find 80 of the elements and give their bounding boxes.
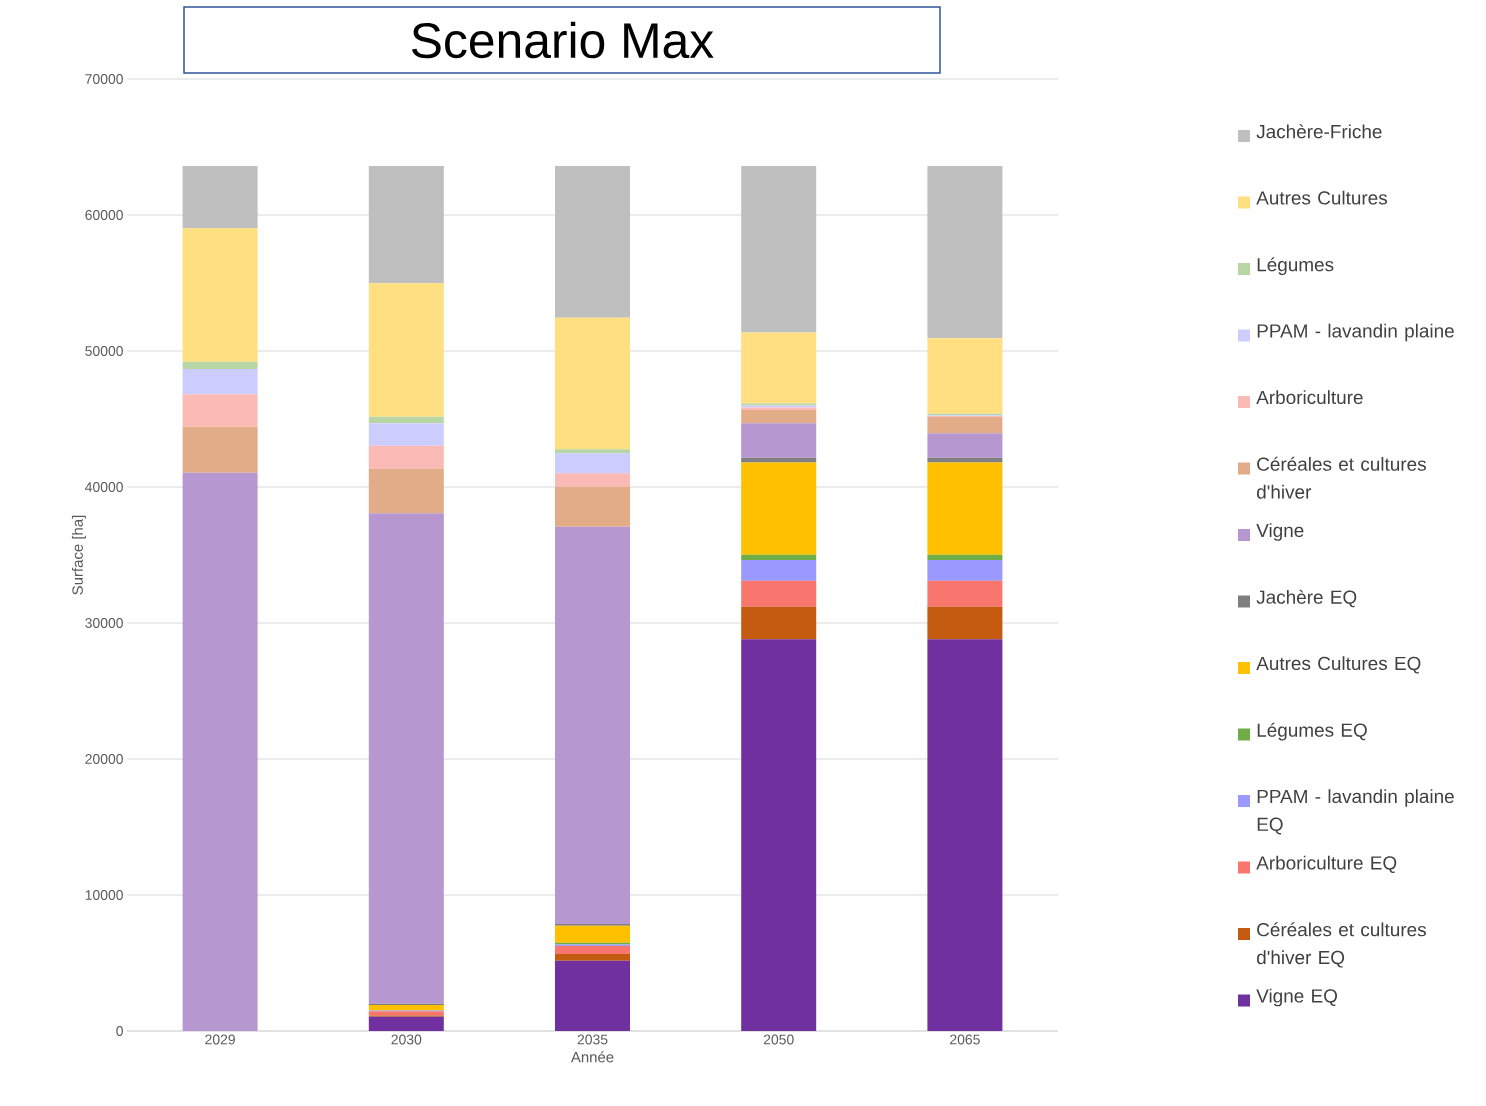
chart-title: Scenario Max	[411, 21, 714, 59]
bar	[555, 473, 630, 487]
legend-label: Jachère EQ	[1256, 589, 1357, 608]
y-tick-label: 10000	[85, 890, 123, 900]
bar	[927, 457, 1003, 463]
legend-label: Vigne EQ	[1256, 988, 1338, 1007]
legend-label: PPAM - lavandin plaine EQ	[1257, 789, 1454, 835]
bar	[555, 526, 630, 924]
bar	[555, 449, 630, 454]
bar	[555, 317, 630, 450]
legend-label: PPAM - lavandin plaine	[1257, 323, 1454, 342]
bar	[368, 1016, 444, 1032]
bar	[927, 639, 1003, 1032]
legend-label: Autres Cultures EQ	[1256, 656, 1421, 674]
bar	[555, 486, 630, 527]
bar	[182, 361, 258, 369]
bar	[182, 472, 258, 1032]
bar	[555, 946, 630, 955]
bar	[741, 606, 817, 640]
bar	[741, 409, 817, 424]
bar	[741, 559, 817, 581]
y-tick-label: 30000	[85, 618, 123, 628]
bar	[182, 166, 258, 229]
x-tick-label: 2030	[391, 1034, 422, 1045]
bar	[927, 462, 1003, 555]
y-tick-label: 20000	[85, 754, 123, 764]
bar	[927, 606, 1003, 640]
bar	[368, 445, 444, 469]
bar	[927, 417, 1003, 434]
bar	[368, 166, 444, 284]
bar	[741, 165, 817, 333]
x-tick-label: 2065	[950, 1034, 980, 1045]
bar	[555, 960, 630, 1032]
x-tick-label: 2035	[577, 1034, 608, 1045]
bar	[741, 639, 817, 1032]
bar	[741, 462, 817, 555]
legend-label: Céréales et cultures d'hiver EQ	[1257, 922, 1426, 968]
bar	[927, 165, 1003, 339]
bar	[741, 457, 817, 463]
bar	[927, 580, 1003, 607]
bar	[182, 228, 258, 362]
x-tick-label: 2029	[205, 1034, 235, 1045]
legend-label: Légumes EQ	[1257, 722, 1367, 741]
bar	[368, 1011, 444, 1016]
x-axis-title: Année	[570, 1051, 614, 1063]
bar	[368, 283, 444, 417]
legend-label: Vigne	[1256, 523, 1304, 541]
bar	[368, 423, 444, 446]
bar	[182, 426, 258, 473]
legend-label: Jachère-Friche	[1256, 124, 1382, 139]
bar	[368, 1004, 444, 1011]
y-tick-label: 60000	[85, 210, 123, 220]
bar	[741, 332, 817, 404]
bar	[368, 416, 444, 424]
bar	[555, 166, 630, 318]
bar	[927, 554, 1003, 560]
y-tick-label: 50000	[85, 346, 123, 356]
bar	[741, 554, 817, 560]
bar	[368, 513, 444, 1004]
bar	[741, 423, 817, 458]
bar	[555, 925, 630, 943]
y-axis-title: Surface [ha]	[71, 515, 86, 595]
bar	[555, 453, 630, 474]
y-tick-label: 40000	[85, 482, 123, 492]
legend-label: Céréales et cultures d'hiver	[1257, 456, 1426, 499]
bar	[927, 559, 1003, 581]
y-tick-label: 0	[116, 1026, 123, 1036]
x-tick-label: 2050	[763, 1034, 794, 1045]
bar	[741, 580, 817, 607]
bar	[368, 468, 444, 514]
legend-label: Arboriculture EQ	[1256, 855, 1397, 874]
y-tick-label: 70000	[85, 74, 123, 84]
bar	[927, 433, 1003, 458]
bar	[182, 394, 258, 427]
legend-label: Légumes	[1257, 257, 1334, 276]
bar	[182, 368, 258, 395]
legend-label: Arboriculture	[1256, 390, 1363, 405]
bar	[927, 338, 1003, 414]
bar	[555, 954, 630, 961]
legend-label: Autres Cultures	[1256, 190, 1388, 205]
